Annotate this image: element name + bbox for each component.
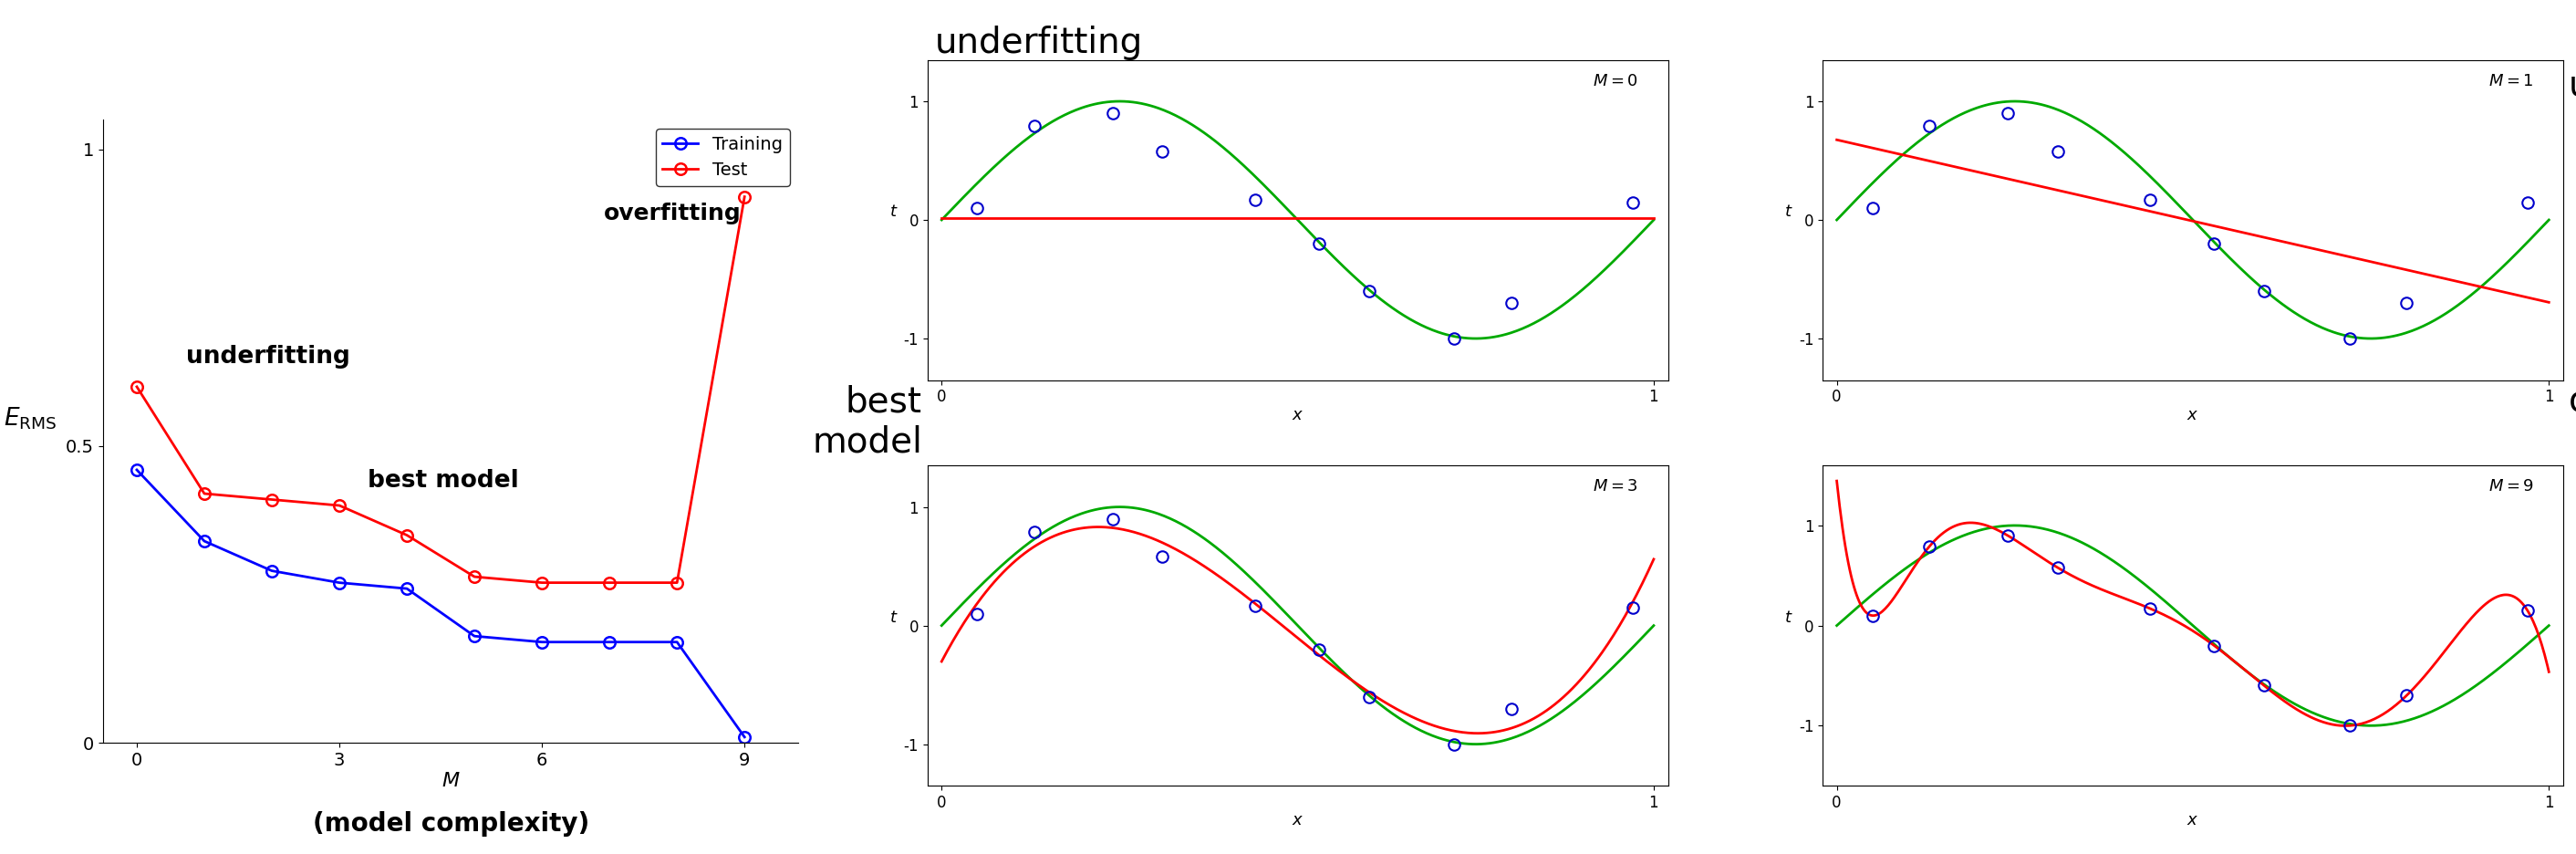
Line: Training: Training — [131, 465, 750, 743]
Test — [392, 530, 422, 541]
Y-axis label: $t$: $t$ — [889, 609, 896, 625]
Training — [258, 565, 289, 576]
Test — [188, 488, 219, 499]
Training — [595, 637, 626, 647]
Test — [526, 577, 556, 588]
Text: $M = 9$: $M = 9$ — [2488, 478, 2535, 494]
Text: $M = 0$: $M = 0$ — [1592, 73, 1638, 89]
Text: overfitting: overfitting — [603, 202, 742, 224]
Test — [595, 577, 626, 588]
Text: best model: best model — [368, 470, 518, 493]
X-axis label: $x$: $x$ — [1291, 407, 1303, 423]
Y-axis label: $t$: $t$ — [889, 203, 896, 219]
Text: $M = 3$: $M = 3$ — [1592, 478, 1638, 494]
Text: overfitting: overfitting — [2568, 384, 2576, 419]
Training — [121, 465, 152, 475]
Test — [258, 494, 289, 505]
Training — [459, 631, 489, 641]
Test — [729, 191, 760, 202]
Y-axis label: $t$: $t$ — [1785, 609, 1793, 625]
Y-axis label: $t$: $t$ — [1785, 203, 1793, 219]
Test — [459, 571, 489, 582]
Text: underfitting: underfitting — [2568, 68, 2576, 103]
Line: Test: Test — [131, 191, 750, 588]
Text: underfitting: underfitting — [935, 26, 1144, 61]
Text: underfitting: underfitting — [185, 345, 350, 368]
Training — [325, 577, 355, 588]
Test — [121, 382, 152, 392]
Test — [662, 577, 693, 588]
X-axis label: $x$: $x$ — [1291, 812, 1303, 828]
Text: $M = 1$: $M = 1$ — [2488, 73, 2535, 89]
Text: (model complexity): (model complexity) — [312, 811, 590, 837]
X-axis label: $x$: $x$ — [2187, 812, 2200, 828]
Test — [325, 500, 355, 511]
Training — [526, 637, 556, 647]
X-axis label: $M$: $M$ — [440, 772, 461, 790]
Training — [188, 536, 219, 547]
Training — [729, 732, 760, 742]
Training — [392, 583, 422, 594]
Legend: Training, Test: Training, Test — [657, 128, 791, 186]
Y-axis label: $E_{\rm RMS}$: $E_{\rm RMS}$ — [5, 406, 57, 431]
Training — [662, 637, 693, 647]
Text: best
model: best model — [811, 384, 922, 459]
X-axis label: $x$: $x$ — [2187, 407, 2200, 423]
